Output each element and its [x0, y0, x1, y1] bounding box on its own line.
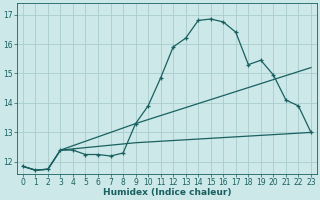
X-axis label: Humidex (Indice chaleur): Humidex (Indice chaleur) — [103, 188, 231, 197]
